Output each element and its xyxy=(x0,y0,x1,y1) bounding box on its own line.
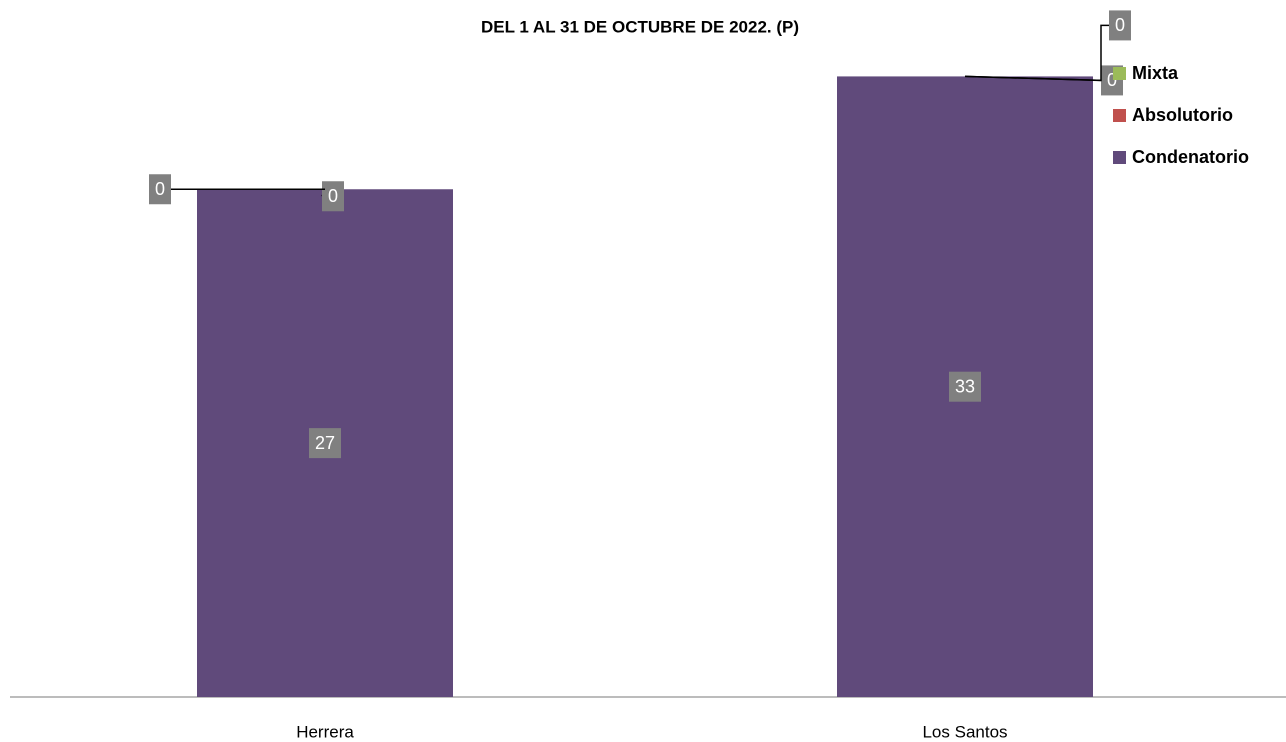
legend-swatch xyxy=(1113,67,1126,80)
data-label-box xyxy=(309,428,341,459)
x-tick-label: Los Santos xyxy=(922,722,1007,741)
leader-line xyxy=(964,24,1109,82)
data-label: 33 xyxy=(955,376,975,396)
chart-title: DEL 1 AL 31 DE OCTUBRE DE 2022. (P) xyxy=(481,17,799,36)
data-label: 0 xyxy=(1107,70,1117,90)
legend-label: Absolutorio xyxy=(1132,105,1233,125)
legend-label: Condenatorio xyxy=(1132,147,1249,167)
legend-swatch xyxy=(1113,151,1126,164)
data-label-box xyxy=(322,181,344,212)
data-label: 27 xyxy=(315,433,335,453)
data-label: 0 xyxy=(328,186,338,206)
data-label: 0 xyxy=(1115,15,1125,35)
data-label: 0 xyxy=(155,179,165,199)
legend-swatch xyxy=(1113,109,1126,122)
legend-label: Mixta xyxy=(1132,63,1179,83)
x-tick-label: Herrera xyxy=(296,722,354,741)
data-label-box xyxy=(1109,10,1131,41)
data-label-box xyxy=(949,371,981,402)
data-label-box xyxy=(149,174,171,205)
